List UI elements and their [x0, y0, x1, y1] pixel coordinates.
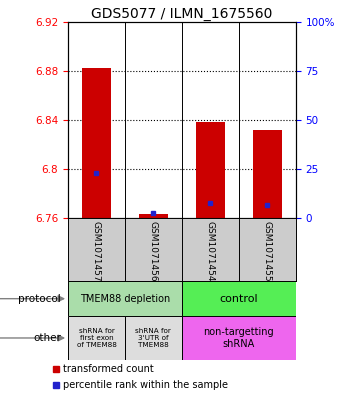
Text: shRNA for
first exon
of TMEM88: shRNA for first exon of TMEM88 [76, 328, 116, 348]
Bar [125, 316, 182, 360]
Text: control: control [220, 294, 258, 304]
Text: GSM1071454: GSM1071454 [206, 221, 215, 282]
Text: GSM1071457: GSM1071457 [92, 221, 101, 282]
Bar [68, 281, 182, 316]
Text: protocol: protocol [18, 294, 61, 304]
Bar [253, 130, 282, 218]
Bar [182, 281, 296, 316]
Bar [196, 122, 225, 218]
Text: transformed count: transformed count [63, 364, 154, 374]
Text: non-targetting
shRNA: non-targetting shRNA [204, 327, 274, 349]
Text: GSM1071455: GSM1071455 [263, 221, 272, 282]
Bar [82, 68, 111, 218]
Text: shRNA for
3'UTR of
TMEM88: shRNA for 3'UTR of TMEM88 [135, 328, 171, 348]
Bar [139, 215, 168, 218]
Title: GDS5077 / ILMN_1675560: GDS5077 / ILMN_1675560 [91, 7, 273, 20]
Bar [68, 316, 125, 360]
Text: GSM1071456: GSM1071456 [149, 221, 158, 282]
Bar [182, 316, 296, 360]
Text: TMEM88 depletion: TMEM88 depletion [80, 294, 170, 304]
Text: other: other [33, 333, 61, 343]
Text: percentile rank within the sample: percentile rank within the sample [63, 380, 228, 389]
